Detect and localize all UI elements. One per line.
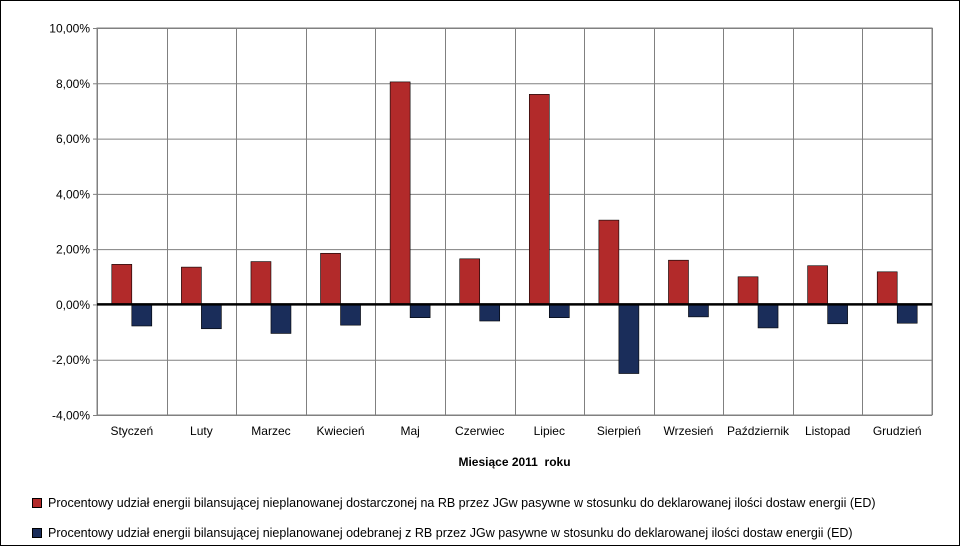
y-tick-label: -4,00% <box>52 409 90 423</box>
y-tick-label: -2,00% <box>52 353 90 367</box>
legend: Procentowy udział energii bilansującej n… <box>32 493 952 553</box>
bar-delivered <box>250 261 272 305</box>
bar-delivered <box>807 265 828 305</box>
bar-received <box>479 304 501 322</box>
bar-delivered <box>668 259 689 305</box>
x-tick-label: Lipiec <box>534 424 565 438</box>
x-axis-title: Miesiące 2011 roku <box>458 455 570 469</box>
bar-received <box>340 304 361 326</box>
bar-received <box>896 304 918 324</box>
x-tick-label: Sierpień <box>597 424 641 438</box>
bar-received <box>409 304 431 318</box>
bar-received <box>618 304 640 374</box>
x-tick-label: Grudzień <box>873 424 922 438</box>
bar-delivered <box>389 81 411 305</box>
x-tick-label: Październik <box>727 424 790 438</box>
bar-delivered <box>737 276 759 305</box>
y-tick-label: 4,00% <box>56 187 90 201</box>
bar-received <box>548 304 570 318</box>
y-tick-label: 10,00% <box>49 22 90 36</box>
legend-label-delivered: Procentowy udział energii bilansującej n… <box>48 496 876 510</box>
x-tick-label: Styczeń <box>110 424 153 438</box>
bar-received <box>757 304 779 329</box>
y-tick-label: 0,00% <box>56 298 90 312</box>
x-tick-label: Maj <box>400 424 419 438</box>
bar-delivered <box>181 266 202 305</box>
x-tick-label: Listopad <box>805 424 850 438</box>
bar-received <box>270 304 292 334</box>
bar-received <box>201 304 222 330</box>
bar-received <box>827 304 848 325</box>
legend-item-delivered: Procentowy udział energii bilansującej n… <box>32 493 952 513</box>
bar-received <box>131 304 153 327</box>
bar-received <box>688 304 709 318</box>
legend-item-received: Procentowy udział energii bilansującej n… <box>32 523 952 543</box>
x-tick-label: Wrzesień <box>664 424 714 438</box>
x-tick-label: Luty <box>190 424 213 438</box>
y-tick-label: 2,00% <box>56 243 90 257</box>
x-tick-label: Kwiecień <box>317 424 365 438</box>
legend-swatch-delivered <box>32 498 42 508</box>
x-tick-label: Czerwiec <box>455 424 504 438</box>
bar-delivered <box>320 252 341 305</box>
y-tick-label: 8,00% <box>56 77 90 91</box>
y-tick-label: 6,00% <box>56 132 90 146</box>
bar-delivered <box>528 94 550 305</box>
legend-label-received: Procentowy udział energii bilansującej n… <box>48 526 853 540</box>
plot-area <box>96 27 933 416</box>
legend-swatch-received <box>32 528 42 538</box>
bar-delivered <box>598 219 620 305</box>
x-tick-label: Marzec <box>251 424 290 438</box>
bar-delivered <box>876 271 898 305</box>
bar-delivered <box>459 258 481 305</box>
bar-delivered <box>111 264 133 305</box>
